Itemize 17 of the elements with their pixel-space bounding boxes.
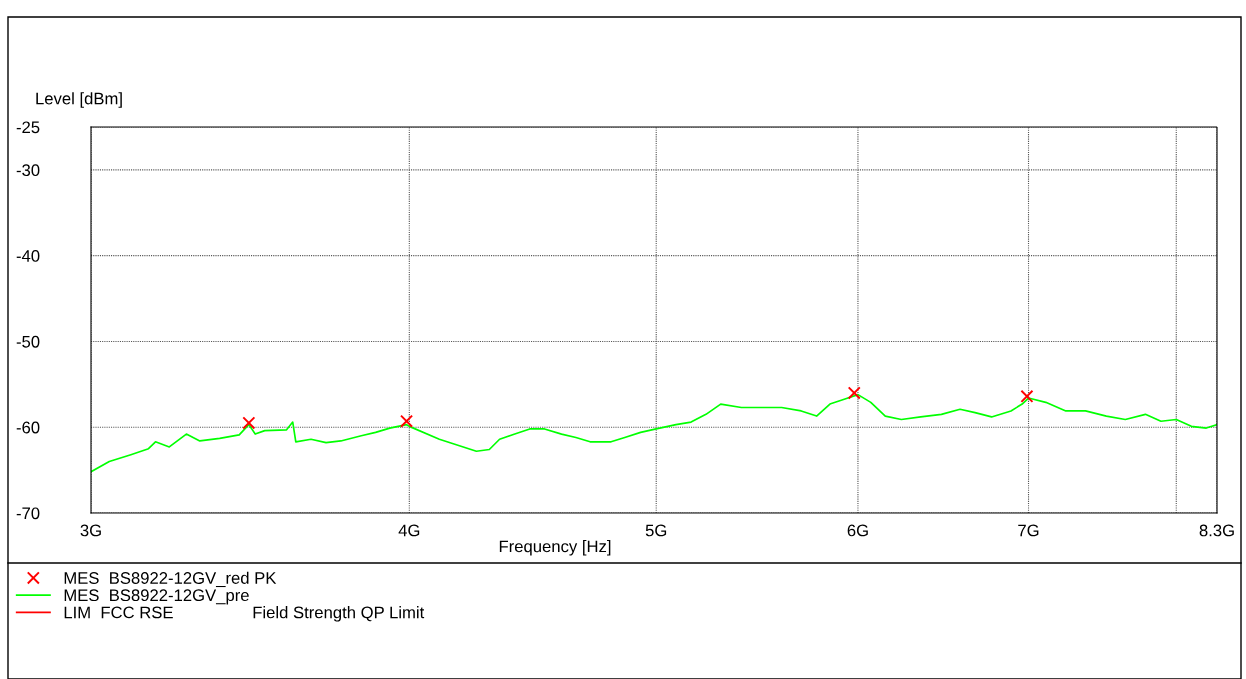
y-tick-label: -40 — [16, 250, 40, 262]
y-tick-label: -30 — [16, 164, 40, 177]
x-tick-label: 7G — [1018, 524, 1039, 537]
y-tick-label: -50 — [16, 335, 40, 348]
y-tick-label: -70 — [16, 507, 40, 520]
legend-label: MES BS8922-12GV_red PK — [64, 571, 277, 588]
legend-label: MES BS8922-12GV_pre — [64, 589, 249, 605]
x-tick-label: 3G — [80, 524, 101, 537]
y-tick-label: -60 — [16, 421, 40, 434]
x-tick-label: 6G — [847, 524, 868, 537]
y-tick-label: -25 — [16, 121, 40, 134]
legend-label: LIM FCC RSE Field Strength QP Limit — [64, 606, 425, 622]
x-axis-title: Frequency [Hz] — [499, 540, 611, 556]
x-tick-label: 8.3G — [1199, 524, 1234, 537]
x-tick-label: 4G — [398, 524, 420, 537]
x-tick-label: 5G — [645, 524, 667, 537]
y-axis-title: Level [dBm] — [36, 92, 122, 108]
